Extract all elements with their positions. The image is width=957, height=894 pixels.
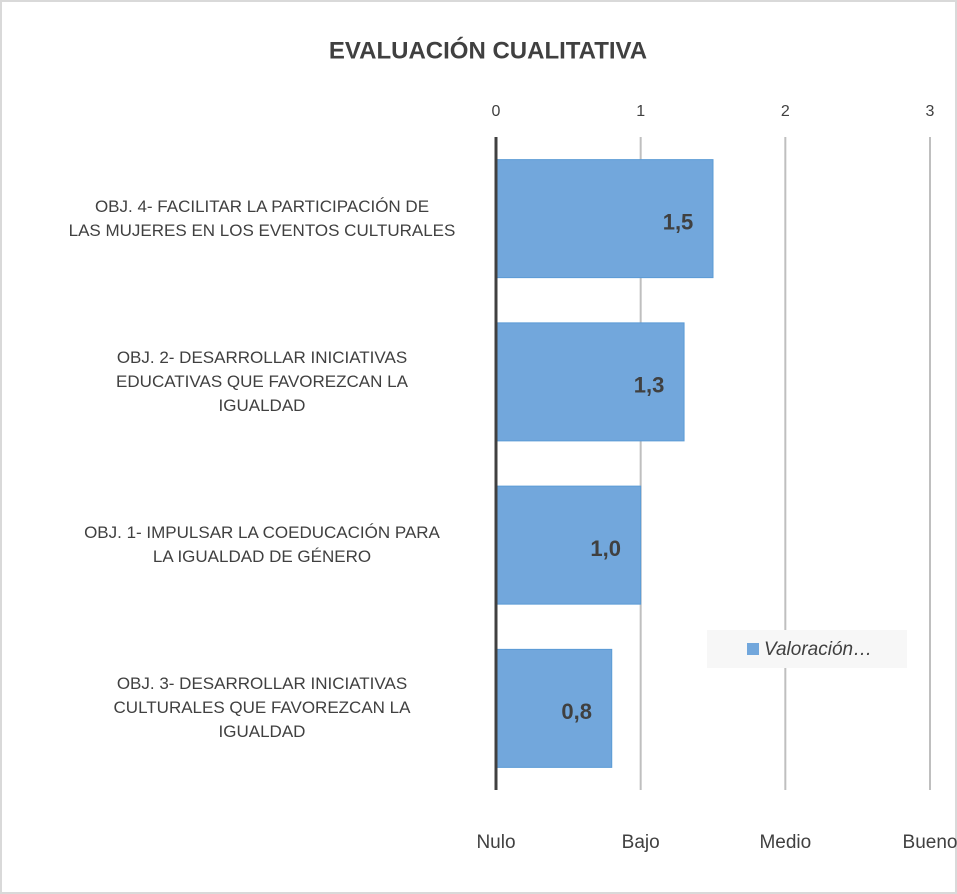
legend-box bbox=[707, 630, 907, 668]
x-tick-label: 0 bbox=[492, 103, 501, 120]
data-label: 1,5 bbox=[663, 209, 694, 234]
bar bbox=[495, 159, 714, 279]
legend-label: Valoración… bbox=[764, 639, 872, 660]
y-tick-label: OBJ. 1- IMPULSAR LA COEDUCACIÓN PARA LA … bbox=[84, 523, 440, 567]
x-tick-label-bottom: Bajo bbox=[622, 832, 660, 853]
chart-title: EVALUACIÓN CUALITATIVA bbox=[329, 36, 647, 64]
bar bbox=[495, 322, 685, 442]
x-tick-label-bottom: Nulo bbox=[476, 832, 515, 853]
x-tick-label: 1 bbox=[636, 103, 645, 120]
data-label: 1,0 bbox=[590, 536, 621, 561]
x-tick-label: 2 bbox=[781, 103, 790, 120]
bar bbox=[495, 485, 642, 605]
x-tick-label-bottom: Bueno bbox=[903, 832, 957, 853]
bar bbox=[495, 648, 613, 768]
x-tick-label-bottom: Medio bbox=[759, 832, 811, 853]
data-label: 1,3 bbox=[634, 373, 665, 398]
y-tick-label: OBJ. 2- DESARROLLAR INICIATIVAS EDUCATIV… bbox=[116, 347, 408, 415]
data-label: 0,8 bbox=[561, 699, 592, 724]
y-tick-label: OBJ. 4- FACILITAR LA PARTICIPACIÓN DE LA… bbox=[68, 196, 456, 240]
x-tick-label: 3 bbox=[926, 103, 935, 120]
legend-swatch bbox=[747, 643, 759, 655]
y-tick-label: OBJ. 3- DESARROLLAR INICIATIVAS CULTURAL… bbox=[113, 674, 411, 742]
